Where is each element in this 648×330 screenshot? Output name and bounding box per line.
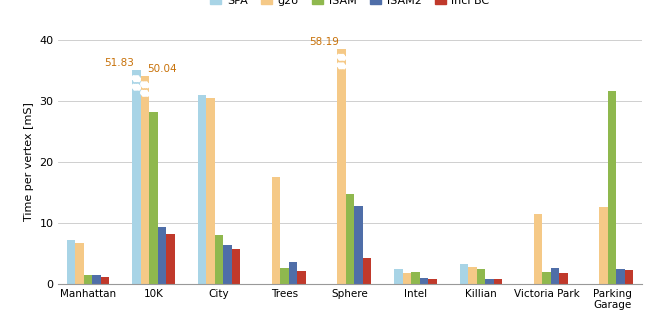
Bar <box>477 269 485 284</box>
Bar <box>272 177 280 284</box>
Bar <box>485 279 494 284</box>
Bar <box>214 235 223 284</box>
Bar <box>608 91 616 284</box>
Text: 51.83: 51.83 <box>104 58 133 68</box>
Bar <box>132 70 141 284</box>
Bar <box>494 279 502 284</box>
Bar <box>75 243 84 284</box>
Bar <box>206 98 214 284</box>
Bar <box>157 227 166 284</box>
Bar <box>559 274 568 284</box>
Bar <box>363 257 371 284</box>
Bar <box>297 271 306 284</box>
Bar <box>288 262 297 284</box>
Text: 50.04: 50.04 <box>147 64 177 74</box>
Bar <box>354 206 363 284</box>
Bar <box>542 272 551 284</box>
Bar <box>469 267 477 284</box>
Bar <box>551 268 559 284</box>
Bar <box>100 277 109 284</box>
Bar <box>599 208 608 284</box>
Bar <box>459 264 469 284</box>
Bar <box>394 269 402 284</box>
Bar <box>231 249 240 284</box>
Bar <box>84 275 92 284</box>
Bar <box>198 94 206 284</box>
Bar <box>280 268 288 284</box>
Bar <box>420 278 428 284</box>
Y-axis label: Time per vertex [mS]: Time per vertex [mS] <box>24 102 34 221</box>
Bar <box>625 270 633 284</box>
Bar <box>428 279 437 284</box>
Bar <box>616 269 625 284</box>
Bar <box>345 194 354 284</box>
Bar <box>223 245 231 284</box>
Bar <box>337 49 345 284</box>
Bar <box>149 112 157 284</box>
Text: 58.19: 58.19 <box>309 37 339 47</box>
Bar <box>67 240 75 284</box>
Bar <box>166 234 174 284</box>
Bar <box>141 76 149 284</box>
Bar <box>534 214 542 284</box>
Legend: SPA, g2o, iSAM, iSAM2, incl BC: SPA, g2o, iSAM, iSAM2, incl BC <box>206 0 494 11</box>
Bar <box>92 275 100 284</box>
Bar <box>411 272 420 284</box>
Bar <box>402 273 411 284</box>
